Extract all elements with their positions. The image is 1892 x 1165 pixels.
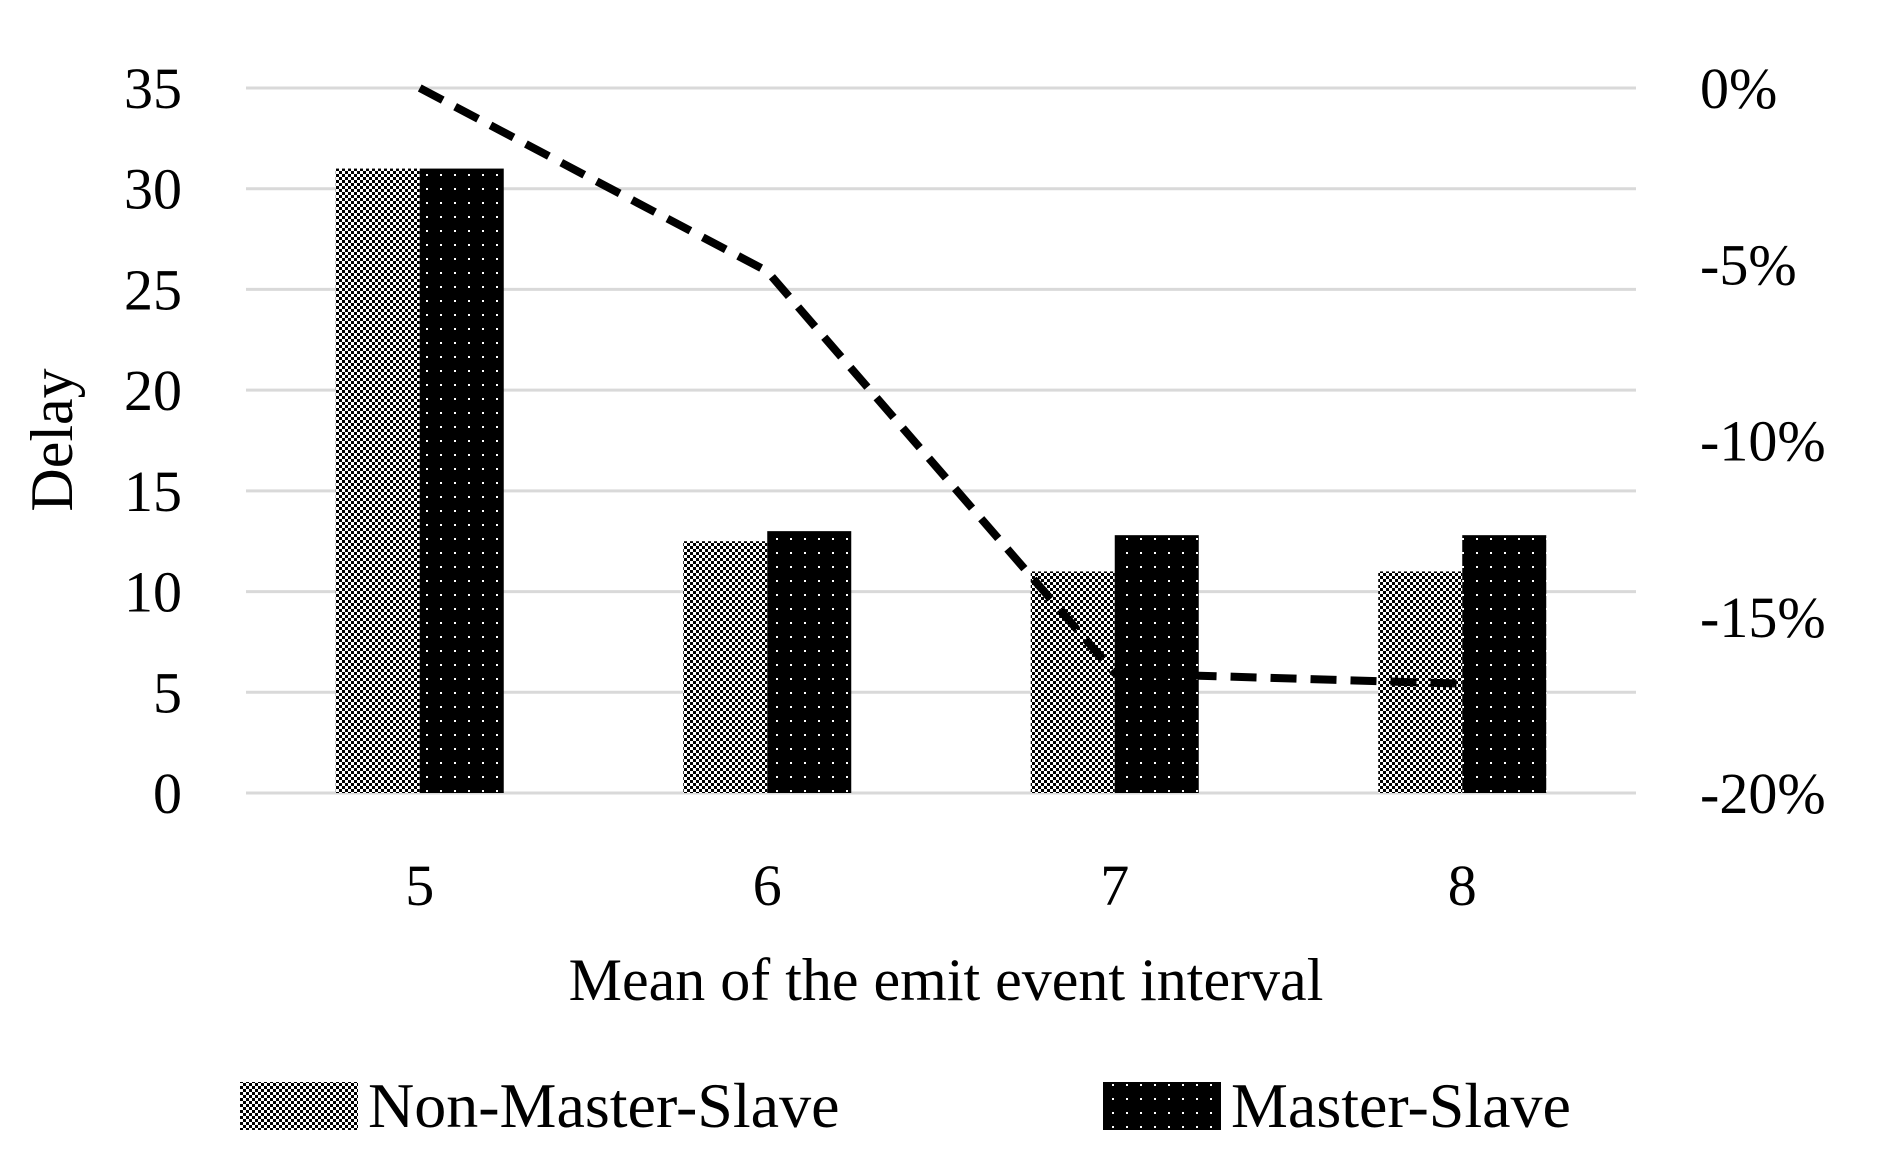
bar-master-slave <box>419 168 504 794</box>
y2-tick-label: -10% <box>1700 409 1826 474</box>
legend-swatch-master-slave <box>1103 1082 1221 1130</box>
y-tick-label: 30 <box>124 157 182 222</box>
bar-non-master-slave <box>683 541 768 793</box>
line-series-path <box>417 84 1463 688</box>
y2-tick-label: -15% <box>1700 585 1826 650</box>
y-tick-label: 0 <box>153 761 182 826</box>
bar-master-slave <box>767 531 852 793</box>
legend-swatch-non-master-slave <box>240 1082 358 1130</box>
x-tick-label: 6 <box>753 853 782 918</box>
bar-master-slave <box>1462 535 1547 793</box>
bar-non-master-slave <box>1030 571 1115 793</box>
y-tick-label: 35 <box>124 56 182 121</box>
line-series <box>417 84 1463 688</box>
y2-axis-ticks: -20% -15% -10% -5% 0% <box>1700 56 1826 826</box>
y-tick-label: 20 <box>124 358 182 423</box>
x-axis-label: Mean of the emit event interval <box>569 947 1324 1013</box>
y2-tick-label: 0% <box>1700 56 1777 121</box>
y-axis-label: Delay <box>19 368 85 511</box>
legend-label-master-slave: Master-Slave <box>1231 1070 1571 1141</box>
x-axis-ticks: 5 6 7 8 <box>405 853 1477 918</box>
y-tick-label: 5 <box>153 660 182 725</box>
bar-master-slave <box>1114 535 1199 793</box>
y-tick-label: 25 <box>124 257 182 322</box>
y-tick-label: 10 <box>124 560 182 625</box>
y-axis-ticks: 0 5 10 15 20 25 30 35 <box>124 56 182 826</box>
y2-tick-label: -20% <box>1700 761 1826 826</box>
legend: Non-Master-Slave Master-Slave <box>240 1070 1571 1141</box>
y2-tick-label: -5% <box>1700 232 1797 297</box>
bars <box>335 168 1547 794</box>
bar-non-master-slave <box>335 168 420 794</box>
x-tick-label: 8 <box>1448 853 1477 918</box>
legend-label-non-master-slave: Non-Master-Slave <box>368 1070 839 1141</box>
x-tick-label: 5 <box>405 853 434 918</box>
x-tick-label: 7 <box>1100 853 1129 918</box>
y-tick-label: 15 <box>124 459 182 524</box>
